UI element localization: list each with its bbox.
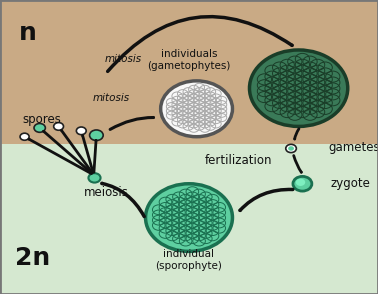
Circle shape — [296, 179, 305, 186]
Bar — [0, 144, 378, 294]
FancyArrowPatch shape — [110, 118, 153, 129]
FancyArrowPatch shape — [62, 131, 92, 173]
Circle shape — [20, 133, 29, 140]
FancyArrowPatch shape — [102, 183, 144, 217]
FancyArrowPatch shape — [294, 156, 301, 172]
FancyArrowPatch shape — [94, 140, 96, 172]
Text: 2n: 2n — [15, 246, 50, 270]
Circle shape — [54, 123, 64, 130]
Circle shape — [161, 81, 232, 137]
Circle shape — [293, 176, 312, 191]
Text: gametes: gametes — [329, 141, 378, 153]
Text: mitosis: mitosis — [104, 54, 141, 64]
Text: individual
(sporophyte): individual (sporophyte) — [156, 249, 222, 271]
Circle shape — [146, 184, 232, 251]
Circle shape — [34, 123, 45, 132]
FancyArrowPatch shape — [240, 189, 293, 211]
Text: mitosis: mitosis — [93, 93, 130, 103]
FancyArrowPatch shape — [83, 136, 93, 172]
Bar — [0, 0, 378, 144]
Text: fertilization: fertilization — [204, 154, 272, 167]
Text: n: n — [19, 21, 37, 45]
FancyArrowPatch shape — [29, 139, 91, 173]
Circle shape — [288, 146, 294, 151]
Text: zygote: zygote — [331, 177, 370, 190]
Circle shape — [88, 173, 101, 183]
Circle shape — [249, 50, 348, 126]
Text: spores: spores — [22, 113, 61, 126]
Circle shape — [90, 130, 103, 141]
FancyArrowPatch shape — [43, 131, 91, 173]
FancyArrowPatch shape — [294, 129, 299, 139]
Circle shape — [76, 127, 86, 135]
Text: individuals
(gametophytes): individuals (gametophytes) — [147, 49, 231, 71]
Text: meiosis: meiosis — [84, 186, 128, 199]
Circle shape — [286, 144, 296, 153]
FancyArrowPatch shape — [108, 16, 292, 71]
